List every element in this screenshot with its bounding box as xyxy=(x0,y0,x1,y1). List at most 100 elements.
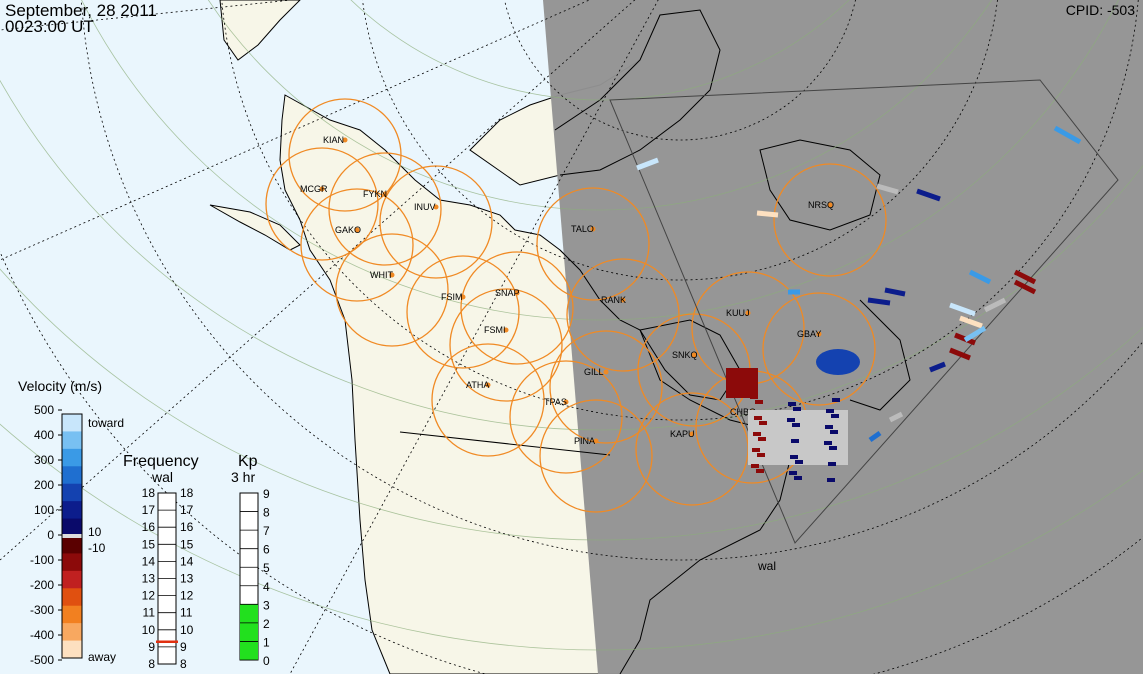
velocity-color-step xyxy=(62,483,82,502)
velocity-vector xyxy=(916,188,941,202)
velocity-vector xyxy=(755,400,763,404)
radar-fov-circle xyxy=(762,292,876,406)
velocity-tick-label: -200 xyxy=(30,578,54,592)
radar-fov-circle xyxy=(539,399,653,513)
velocity-tick-label: 300 xyxy=(34,453,54,467)
station-marker xyxy=(342,137,348,143)
velocity-vector xyxy=(791,439,799,443)
velocity-vector xyxy=(825,425,833,429)
frequency-tick-label: 10 xyxy=(180,623,194,637)
station-marker xyxy=(460,294,466,300)
away-label: away xyxy=(88,650,116,664)
station-label: INUV xyxy=(414,202,436,212)
station-marker xyxy=(691,352,697,358)
velocity-color-step xyxy=(62,640,82,659)
latitude-ring xyxy=(0,423,1143,651)
kp-legend-interval: 3 hr xyxy=(231,469,255,485)
magnetic-meridian xyxy=(289,0,659,674)
velocity-vector xyxy=(949,302,976,317)
velocity-vector xyxy=(789,471,797,475)
radar-fov-circle xyxy=(335,233,449,347)
velocity-tick-labels: 500 400 300 200 100 0 -100 -200 -300 -400 -500 xyxy=(30,403,62,667)
velocity-tick-label: 200 xyxy=(34,478,54,492)
velocity-vector xyxy=(831,414,839,418)
velocity-vector xyxy=(824,441,832,445)
velocity-vector-layer xyxy=(636,125,1082,482)
station-marker xyxy=(563,399,569,405)
kp-tick-label: 5 xyxy=(263,561,270,575)
date-label: September, 28 2011 xyxy=(5,1,157,20)
radar-fov-circle xyxy=(460,251,574,365)
latitude-ring xyxy=(0,79,1143,431)
station-marker xyxy=(389,272,395,278)
cpid-label: CPID: -503 xyxy=(1065,2,1135,18)
station-label: RANK xyxy=(601,295,626,305)
kp-tick-label: 6 xyxy=(263,543,270,557)
velocity-vector xyxy=(795,460,803,464)
velocity-vector xyxy=(759,421,767,425)
station-label: FSMI xyxy=(484,325,506,335)
velocity-vector xyxy=(752,448,760,452)
frequency-tick-label: 11 xyxy=(180,606,193,620)
station-label: GBAY xyxy=(797,329,821,339)
geo-grid xyxy=(0,0,1143,651)
station-marker xyxy=(433,204,439,210)
frequency-tick-label: 15 xyxy=(180,537,194,551)
station-marker xyxy=(590,226,596,232)
radar-fov-circle xyxy=(509,360,623,474)
kp-tick-label: 9 xyxy=(263,487,270,501)
station-label: ATHA xyxy=(466,380,489,390)
radar-fov-layer xyxy=(265,98,887,513)
velocity-patch-away xyxy=(726,368,758,398)
station-label: KUUJ xyxy=(726,308,750,318)
velocity-vector xyxy=(636,157,659,171)
frequency-tick-label: 18 xyxy=(142,486,156,500)
station-label: WHIT xyxy=(370,270,393,280)
station-label: SNKQ xyxy=(672,350,698,360)
velocity-vector xyxy=(828,462,836,466)
night-greenland-coast xyxy=(849,299,911,411)
velocity-tick-label: -100 xyxy=(30,553,54,567)
frequency-tick-label: 17 xyxy=(180,503,194,517)
station-marker xyxy=(485,382,491,388)
station-marker xyxy=(593,438,599,444)
velocity-color-step xyxy=(62,623,82,642)
kp-tick-label: 4 xyxy=(263,580,270,594)
station-layer: KIAN MCGR FYKN INUV GAKO WHIT FSIM SNAP FSMI ATHA… xyxy=(300,135,834,446)
radar-fov-circle xyxy=(431,343,545,457)
greenland-landmass xyxy=(219,0,301,61)
time-label: 0023:00 UT xyxy=(5,17,94,36)
velocity-vector xyxy=(867,297,891,306)
kp-value-fill xyxy=(240,604,258,660)
radar-fov-circle xyxy=(406,255,520,369)
velocity-vector xyxy=(829,446,837,450)
frequency-scale: 18 18 17 17 16 16 15 15 14 14 13 13 12 12 11 11 10 10 9 9 8 8 xyxy=(142,486,194,671)
station-label: KAPU xyxy=(670,429,695,439)
velocity-vector xyxy=(757,453,765,457)
station-marker xyxy=(745,310,751,316)
station-marker xyxy=(503,327,509,333)
velocity-color-step xyxy=(62,536,82,554)
station-label: GAKO xyxy=(335,225,361,235)
positive-threshold-label: 10 xyxy=(88,525,102,539)
velocity-vector xyxy=(793,407,801,411)
radar-fov-circle xyxy=(379,165,493,279)
station-label: FSIM xyxy=(441,292,463,302)
radar-fov-circle xyxy=(449,288,563,402)
velocity-vector xyxy=(983,297,1007,313)
radar-label: wal xyxy=(757,559,776,573)
station-label: GILL xyxy=(584,367,604,377)
radar-fov-circle xyxy=(549,330,663,444)
kp-tick-label: 3 xyxy=(263,598,270,612)
velocity-zero-band xyxy=(62,534,82,538)
latitude-ring xyxy=(81,0,1119,321)
velocity-tick-label: -500 xyxy=(30,653,54,667)
frequency-tick-label: 12 xyxy=(142,589,156,603)
frequency-tick-label: 18 xyxy=(180,486,194,500)
velocity-vector xyxy=(832,398,840,402)
velocity-vector xyxy=(868,430,882,443)
velocity-vector xyxy=(790,455,798,459)
frequency-tick-label: 13 xyxy=(142,572,156,586)
